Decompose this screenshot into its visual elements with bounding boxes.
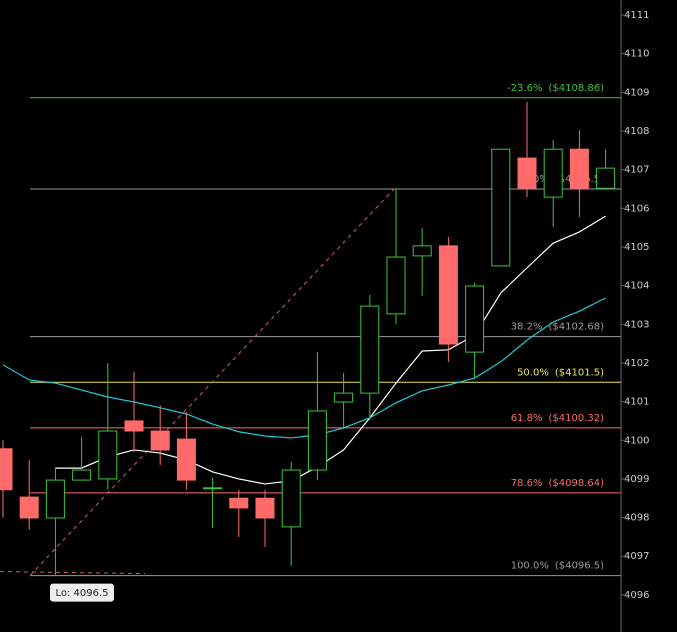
y-tick-label: 4106 (624, 203, 649, 214)
candle-body (281, 469, 301, 528)
fib-price: ($4102.68) (548, 322, 604, 333)
fib-trend (29, 188, 395, 576)
low-box (50, 583, 114, 602)
y-tick-label: 4098 (624, 513, 649, 524)
fib-percent: 50.0% (517, 367, 549, 378)
candle-body (19, 496, 39, 519)
fib-label: 78.6% ($4098.64) (511, 478, 604, 489)
candle-body (72, 469, 92, 481)
y-tick-label: 4101 (624, 397, 649, 408)
candle-body (45, 479, 65, 519)
fib-label: 38.2% ($4102.68) (511, 322, 604, 333)
y-tick-label: 4111 (624, 10, 649, 21)
y-tick-label: 4108 (624, 126, 649, 137)
fib-label: -23.6% ($4108.86) (507, 83, 604, 94)
candle-body (176, 438, 196, 481)
candle-body (334, 392, 354, 403)
candle-body (465, 285, 485, 353)
fib-price: ($4096.5) (555, 561, 604, 572)
y-tick-label: 4097 (624, 551, 649, 562)
candle-body (0, 448, 13, 491)
y-tick-label: 4109 (624, 87, 649, 98)
candle-body (229, 497, 249, 509)
y-tick-label: 4096 (624, 590, 649, 601)
fib-label: 100.0% ($4096.5) (511, 561, 604, 572)
fib-price: ($4108.86) (548, 83, 604, 94)
moving-average (55, 215, 606, 485)
candle-body (569, 148, 589, 189)
candle-body (203, 487, 223, 490)
candle-body (596, 167, 616, 189)
y-tick-label: 4103 (624, 319, 649, 330)
y-tick-label: 4102 (624, 358, 649, 369)
y-tick-label: 4099 (624, 474, 649, 485)
candle-body (491, 148, 511, 267)
fib-label: 50.0% ($4101.5) (517, 367, 604, 378)
y-tick-label: 4110 (624, 49, 649, 60)
candle-body (307, 410, 327, 471)
fib-percent: -23.6% (507, 83, 542, 94)
candle-body (98, 430, 118, 480)
y-tick-label: 4107 (624, 165, 649, 176)
candle-body (150, 430, 170, 451)
moving-average (2, 297, 606, 439)
candle-body (543, 148, 563, 198)
fib-percent: 38.2% (511, 322, 543, 333)
candle-body (360, 305, 380, 394)
fib-price: ($4098.64) (548, 478, 604, 489)
candle-body (124, 420, 144, 432)
fib-price: ($4100.32) (548, 413, 604, 424)
fib-percent: 100.0% (511, 561, 549, 572)
y-tick-label: 4104 (624, 281, 649, 292)
candle-body (438, 245, 458, 345)
candle-body (386, 256, 406, 315)
y-tick-label: 4100 (624, 435, 649, 446)
candle-body (517, 157, 537, 189)
low-annotation: Lo: 4096.5 (55, 588, 108, 599)
low-dash (0, 571, 146, 575)
y-tick-label: 4105 (624, 242, 649, 253)
fib-percent: 78.6% (511, 478, 543, 489)
fib-label: 61.8% ($4100.32) (511, 413, 604, 424)
candle-body (255, 497, 275, 519)
fib-price: ($4101.5) (555, 367, 604, 378)
candle-body (412, 245, 432, 257)
fib-percent: 61.8% (511, 413, 543, 424)
